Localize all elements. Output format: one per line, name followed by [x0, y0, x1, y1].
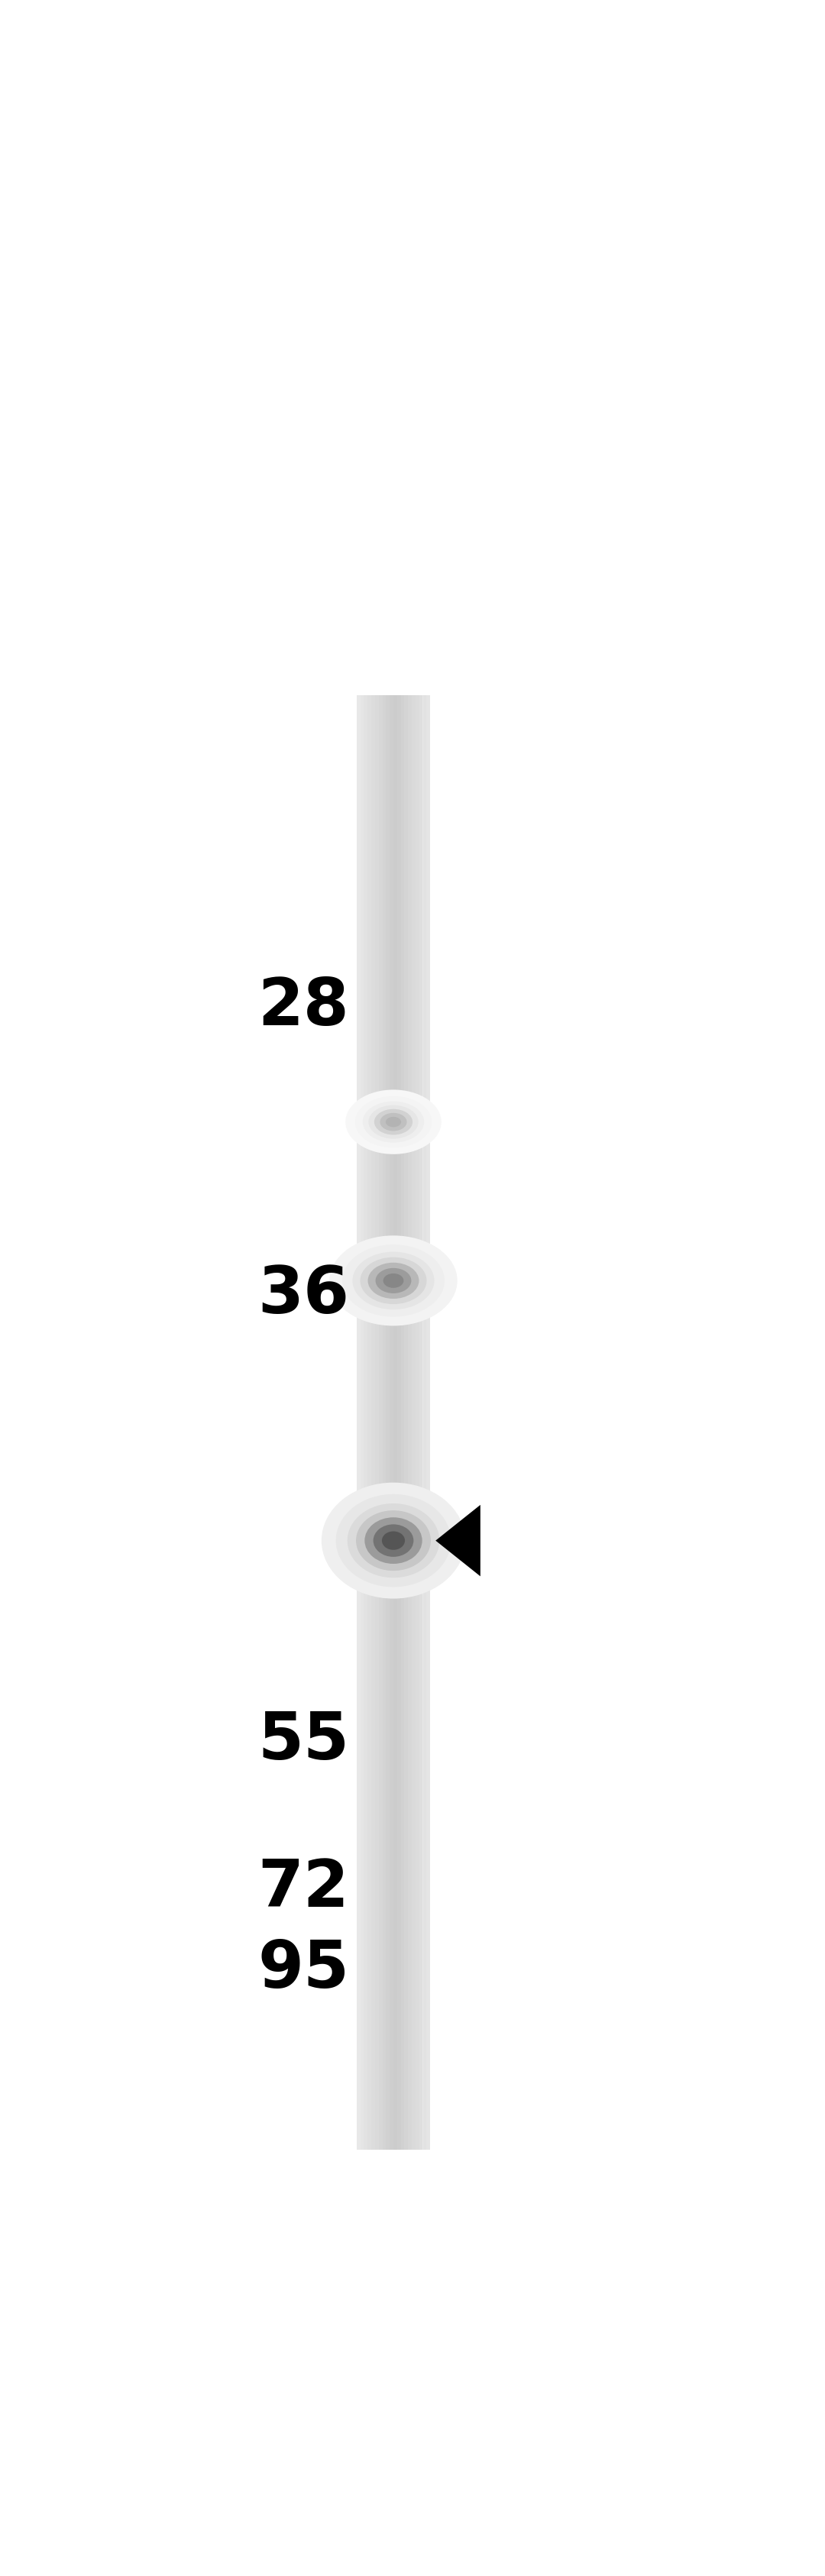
- Bar: [408, 696, 412, 2151]
- Bar: [404, 696, 408, 2151]
- Ellipse shape: [342, 1244, 445, 1316]
- Ellipse shape: [329, 1236, 457, 1327]
- Bar: [412, 696, 416, 2151]
- Ellipse shape: [383, 1273, 403, 1288]
- Ellipse shape: [336, 1494, 451, 1587]
- Ellipse shape: [365, 1517, 422, 1564]
- Polygon shape: [436, 1504, 480, 1577]
- Ellipse shape: [352, 1252, 434, 1311]
- Ellipse shape: [346, 1090, 441, 1154]
- Ellipse shape: [375, 1110, 412, 1136]
- Ellipse shape: [356, 1510, 431, 1571]
- Text: 72: 72: [257, 1857, 349, 1919]
- Ellipse shape: [373, 1525, 413, 1556]
- Bar: [356, 696, 430, 2151]
- Bar: [394, 696, 397, 2151]
- Ellipse shape: [386, 1118, 401, 1128]
- Text: 36: 36: [257, 1262, 349, 1327]
- Bar: [401, 696, 404, 2151]
- Ellipse shape: [347, 1504, 440, 1579]
- Bar: [397, 696, 401, 2151]
- Ellipse shape: [322, 1484, 465, 1600]
- Ellipse shape: [363, 1103, 424, 1144]
- Bar: [356, 696, 361, 2151]
- Ellipse shape: [375, 1267, 412, 1293]
- Bar: [364, 696, 368, 2151]
- Text: 55: 55: [257, 1710, 349, 1772]
- Bar: [371, 696, 375, 2151]
- Ellipse shape: [382, 1533, 405, 1551]
- Ellipse shape: [361, 1257, 427, 1303]
- Bar: [427, 696, 430, 2151]
- Bar: [386, 696, 389, 2151]
- Bar: [423, 696, 427, 2151]
- Bar: [382, 696, 386, 2151]
- Text: 95: 95: [257, 1937, 349, 2002]
- Bar: [379, 696, 382, 2151]
- Bar: [419, 696, 422, 2151]
- Bar: [416, 696, 419, 2151]
- Text: 28: 28: [257, 976, 349, 1038]
- Bar: [361, 696, 364, 2151]
- Ellipse shape: [369, 1105, 418, 1139]
- Ellipse shape: [355, 1097, 431, 1149]
- Bar: [389, 696, 394, 2151]
- Ellipse shape: [368, 1262, 419, 1298]
- Bar: [375, 696, 379, 2151]
- Ellipse shape: [380, 1113, 407, 1131]
- Bar: [368, 696, 371, 2151]
